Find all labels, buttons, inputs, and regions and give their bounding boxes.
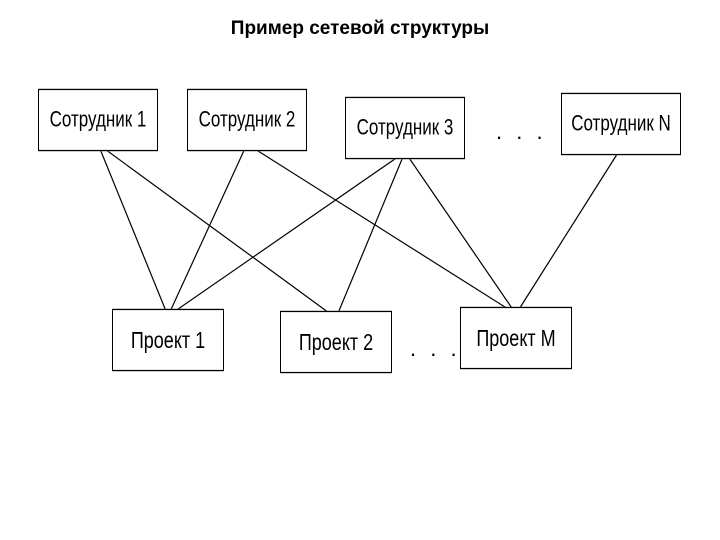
edge-emp1-proj2 [98,144,336,318]
node-emp3: Сотрудник 3 [345,97,465,159]
edge-emp2-proj1 [168,144,247,316]
ell-bottom: . . . [410,336,461,362]
edge-layer [0,0,720,540]
node-proj1: Проект 1 [112,309,224,371]
edge-empN-projM [516,148,621,314]
node-label: Проект М [476,324,555,351]
node-label: Проект 2 [299,328,373,355]
edge-emp3-projM [405,152,516,314]
edge-emp3-proj2 [336,152,405,318]
node-emp2: Сотрудник 2 [187,89,307,151]
ell-top: . . . [496,119,547,145]
edge-emp3-proj1 [168,152,405,316]
node-proj2: Проект 2 [280,311,392,373]
node-label: Сотрудник 1 [50,107,147,133]
node-emp1: Сотрудник 1 [38,89,158,151]
node-projM: Проект М [460,307,572,369]
diagram-title: Пример сетевой структуры [0,18,720,40]
node-label: Сотрудник N [571,111,671,137]
edge-emp1-proj1 [98,144,168,316]
node-label: Проект 1 [131,326,205,353]
edge-emp2-projM [247,144,516,314]
node-empN: Сотрудник N [561,93,681,155]
node-label: Сотрудник 2 [199,107,296,133]
node-label: Сотрудник 3 [357,115,454,141]
